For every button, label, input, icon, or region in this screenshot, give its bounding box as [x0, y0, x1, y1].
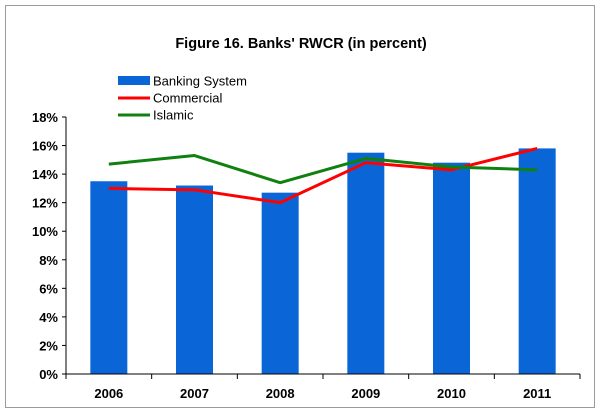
bar-2009	[347, 152, 385, 374]
bar-2008	[261, 192, 299, 374]
chart-title: Figure 16. Banks' RWCR (in percent)	[175, 36, 427, 52]
legend: Banking System Commercial Islamic	[118, 74, 247, 123]
legend-label-commercial: Commercial	[153, 91, 222, 106]
bar-2006	[90, 181, 128, 374]
line-series	[108, 146, 538, 205]
bar-series	[90, 148, 556, 374]
y-tick-label: 16%	[32, 139, 58, 154]
y-tick-label: 18%	[32, 110, 58, 125]
bar-2010	[433, 162, 470, 374]
y-tick-label: 6%	[39, 281, 58, 296]
y-tick-label: 0%	[39, 367, 58, 382]
y-tick-label: 12%	[32, 196, 58, 211]
x-tick-label: 2010	[437, 386, 466, 401]
bar-2007	[176, 185, 213, 374]
x-tick-label: 2009	[351, 386, 380, 401]
x-tick-label: 2007	[180, 386, 209, 401]
y-tick-label: 10%	[32, 224, 58, 239]
line-islamic	[108, 154, 538, 185]
bar-2011	[518, 148, 556, 374]
legend-label-banking-system: Banking System	[153, 74, 247, 89]
x-tick-label: 2011	[523, 386, 551, 401]
x-tick-label: 2006	[94, 386, 123, 401]
legend-label-islamic: Islamic	[153, 108, 194, 123]
legend-swatch-banking-system	[118, 76, 150, 85]
y-tick-label: 2%	[39, 338, 58, 353]
axes: 0% 2% 4% 6% 8% 10% 12% 14% 16% 18% 2006 2007 2008 200…	[32, 110, 581, 401]
y-tick-label: 14%	[32, 167, 58, 182]
x-tick-label: 2008	[266, 386, 295, 401]
y-tick-label: 8%	[39, 253, 58, 268]
y-tick-label: 4%	[39, 310, 58, 325]
